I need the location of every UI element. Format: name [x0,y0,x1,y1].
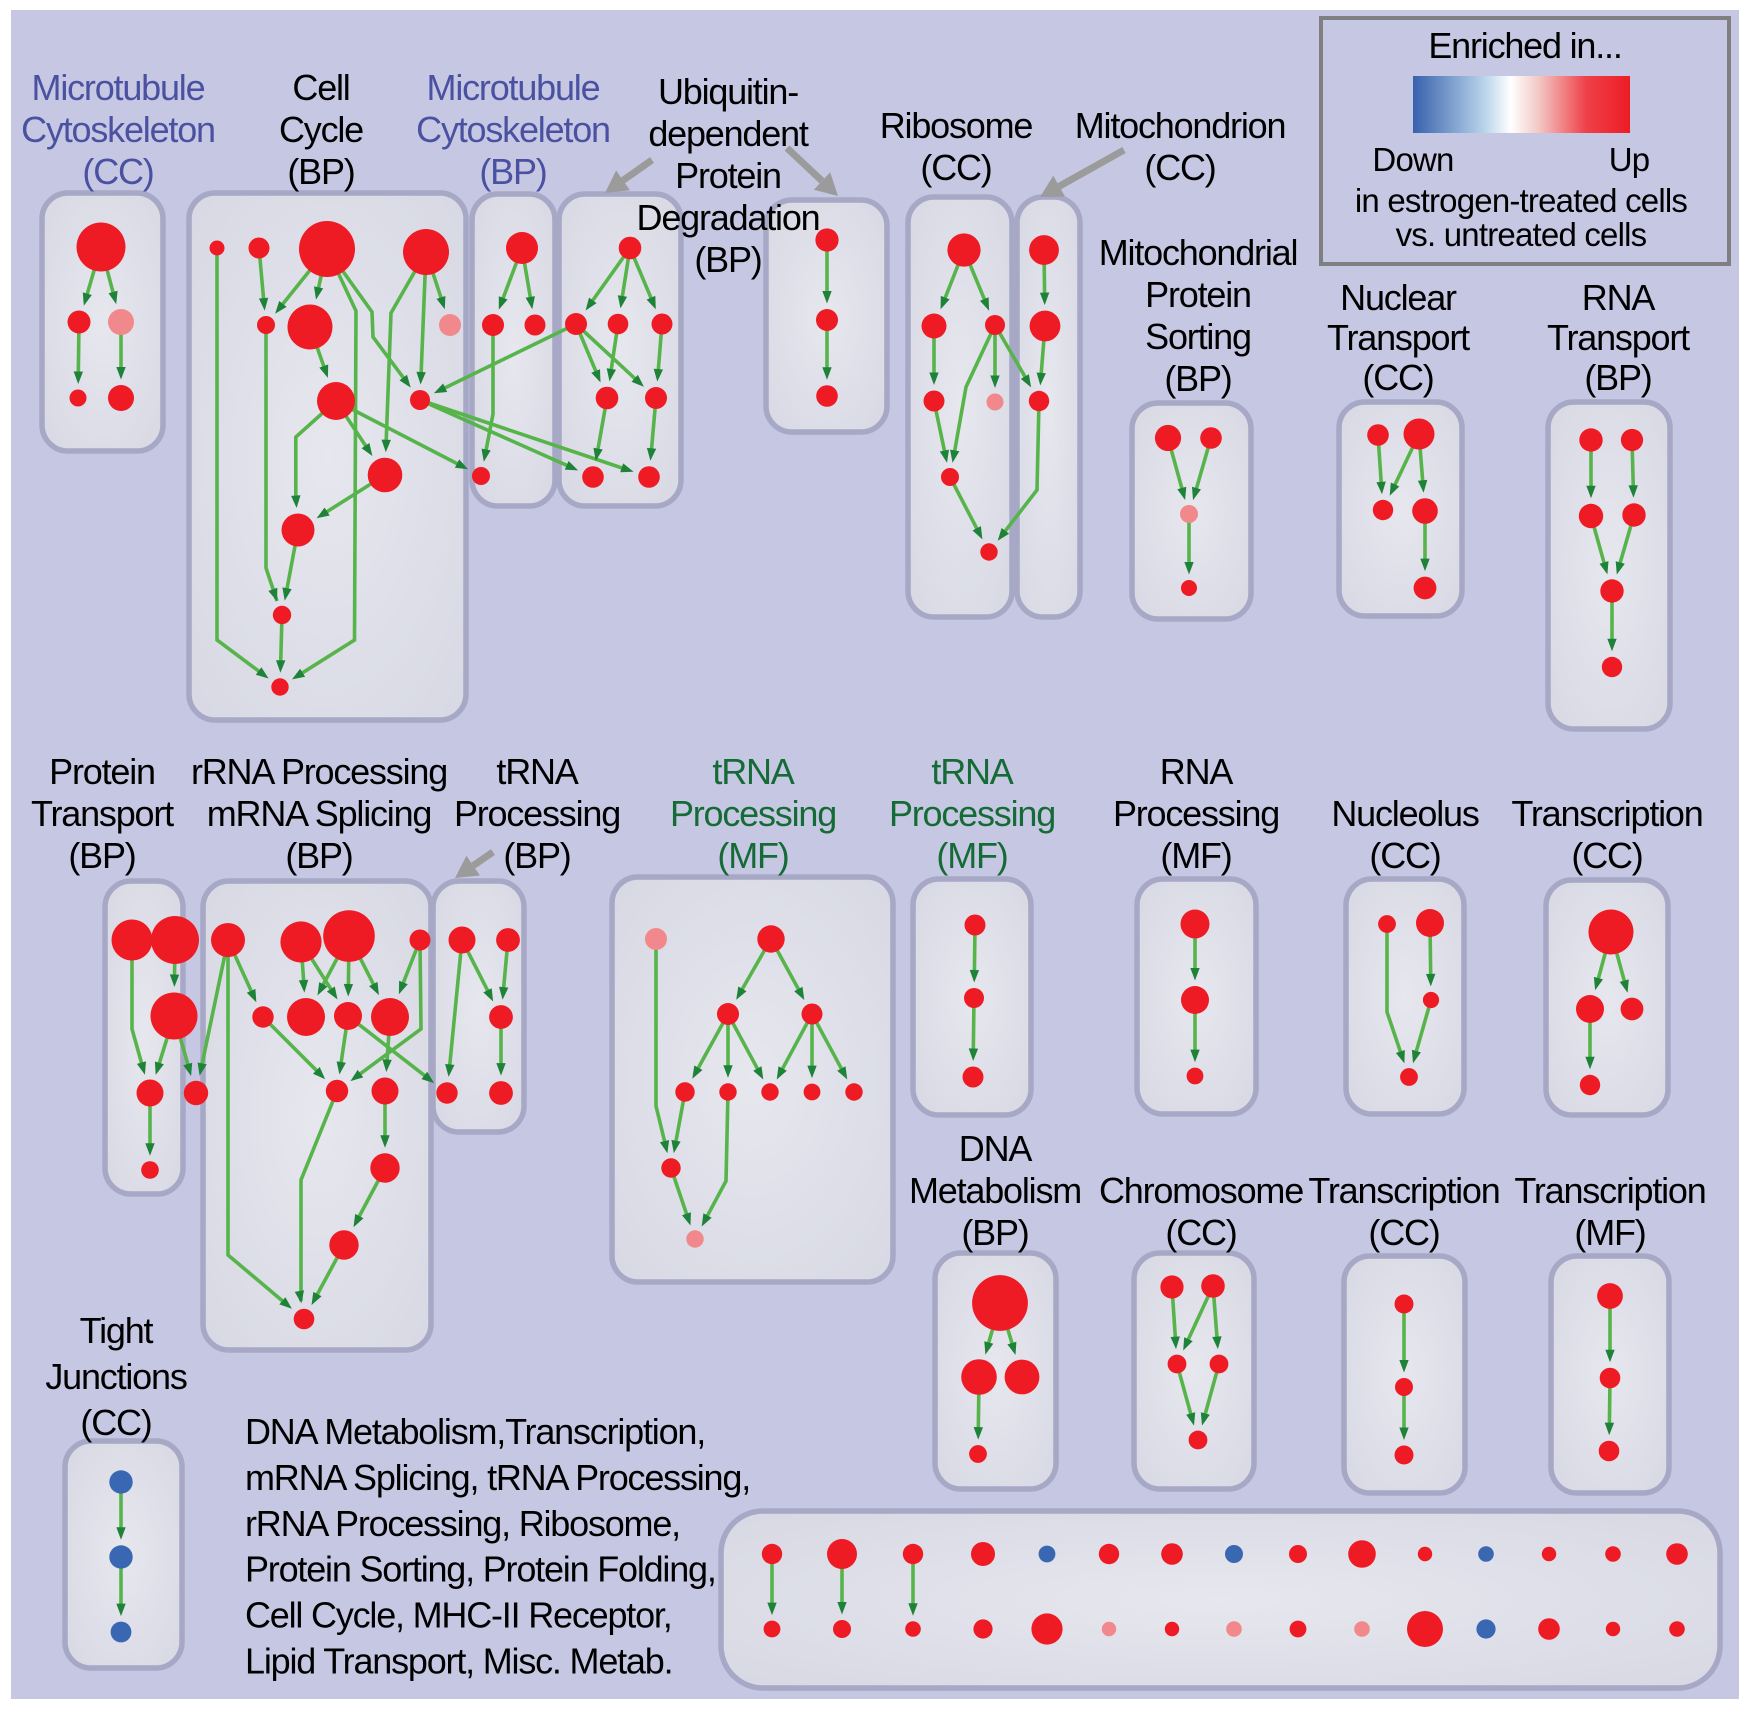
svg-text:Microtubule: Microtubule [427,67,600,108]
svg-text:Protein: Protein [49,751,155,792]
svg-text:Chromosome: Chromosome [1099,1170,1303,1211]
svg-text:(CC): (CC) [1368,1212,1439,1253]
svg-text:Cell Cycle, MHC-II Receptor,: Cell Cycle, MHC-II Receptor, [245,1595,672,1636]
svg-text:Junctions: Junctions [45,1356,186,1397]
svg-text:(CC): (CC) [82,151,153,192]
svg-text:Transcription: Transcription [1514,1170,1705,1211]
svg-text:(MF): (MF) [1160,835,1231,876]
svg-text:Processing: Processing [670,793,836,834]
svg-text:Processing: Processing [1113,793,1279,834]
svg-text:(BP): (BP) [961,1212,1028,1253]
svg-text:in estrogen-treated cells: in estrogen-treated cells [1355,182,1687,219]
svg-text:DNA Metabolism,Transcription,: DNA Metabolism,Transcription, [245,1411,705,1452]
svg-text:Cytoskeleton: Cytoskeleton [416,109,610,150]
svg-text:DNA: DNA [959,1128,1033,1169]
svg-text:Enriched in...: Enriched in... [1428,25,1621,66]
svg-text:(CC): (CC) [1362,357,1433,398]
svg-text:(CC): (CC) [920,147,991,188]
svg-text:RNA: RNA [1160,751,1234,792]
svg-text:rRNA Processing, Ribosome,: rRNA Processing, Ribosome, [245,1503,680,1544]
svg-text:(MF): (MF) [1574,1212,1645,1253]
svg-text:Protein Sorting, Protein Foldi: Protein Sorting, Protein Folding, [245,1549,716,1590]
svg-text:Cell: Cell [292,67,349,108]
svg-text:RNA: RNA [1582,277,1656,318]
svg-text:dependent: dependent [648,113,809,154]
svg-text:Transcription: Transcription [1308,1170,1499,1211]
svg-text:Ubiquitin-: Ubiquitin- [658,71,798,112]
svg-text:(BP): (BP) [1164,358,1231,399]
svg-text:Microtubule: Microtubule [32,67,205,108]
svg-text:Mitochondrial: Mitochondrial [1099,232,1298,273]
svg-text:(CC): (CC) [1165,1212,1236,1253]
svg-text:(BP): (BP) [694,239,761,280]
svg-text:Nucleolus: Nucleolus [1331,793,1478,834]
svg-text:(MF): (MF) [717,835,788,876]
svg-text:(CC): (CC) [1144,147,1215,188]
svg-text:Mitochondrion: Mitochondrion [1075,105,1286,146]
svg-text:Nuclear: Nuclear [1340,277,1457,318]
svg-text:Transport: Transport [31,793,174,834]
svg-text:Transport: Transport [1547,317,1690,358]
svg-text:(CC): (CC) [80,1402,151,1443]
svg-text:(MF): (MF) [936,835,1007,876]
svg-text:Cytoskeleton: Cytoskeleton [21,109,215,150]
svg-text:(BP): (BP) [1584,357,1651,398]
svg-text:tRNA: tRNA [931,751,1013,792]
svg-text:Up: Up [1609,141,1650,178]
svg-text:Ribosome: Ribosome [880,105,1033,146]
svg-text:Protein: Protein [1145,274,1251,315]
svg-text:(BP): (BP) [68,835,135,876]
svg-text:(CC): (CC) [1571,835,1642,876]
svg-text:mRNA Splicing: mRNA Splicing [207,793,431,834]
svg-text:Tight: Tight [80,1310,154,1351]
svg-text:rRNA Processing: rRNA Processing [191,751,447,792]
svg-text:(BP): (BP) [503,835,570,876]
svg-text:Down: Down [1372,141,1453,178]
svg-text:Metabolism: Metabolism [909,1170,1081,1211]
svg-text:(BP): (BP) [479,151,546,192]
svg-text:(BP): (BP) [287,151,354,192]
svg-text:(BP): (BP) [285,835,352,876]
svg-text:Transport: Transport [1327,317,1470,358]
svg-text:tRNA: tRNA [496,751,578,792]
svg-text:Transcription: Transcription [1511,793,1702,834]
svg-text:(CC): (CC) [1369,835,1440,876]
svg-text:vs. untreated cells: vs. untreated cells [1396,216,1647,253]
svg-text:Protein: Protein [675,155,781,196]
svg-text:Lipid Transport, Misc. Metab.: Lipid Transport, Misc. Metab. [245,1641,672,1682]
svg-text:Sorting: Sorting [1145,316,1251,357]
svg-text:Processing: Processing [454,793,620,834]
svg-text:Cycle: Cycle [279,109,363,150]
svg-text:Degradation: Degradation [637,197,820,238]
svg-text:tRNA: tRNA [712,751,794,792]
svg-text:Processing: Processing [889,793,1055,834]
svg-text:mRNA Splicing, tRNA Processing: mRNA Splicing, tRNA Processing, [245,1457,750,1498]
